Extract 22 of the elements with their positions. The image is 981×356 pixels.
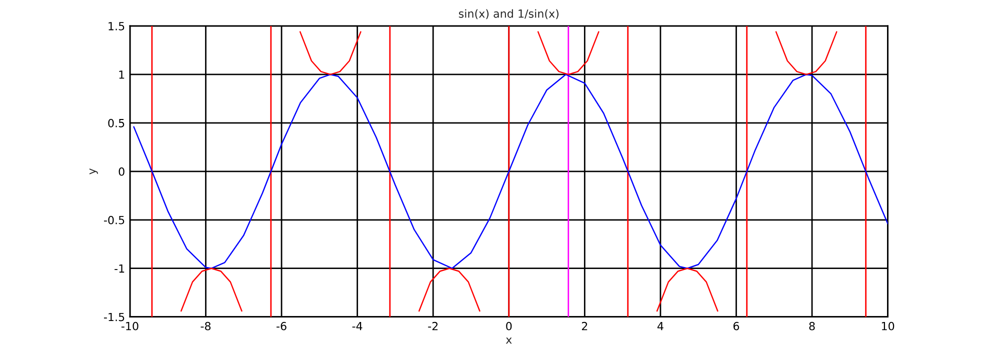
x-tick-label: -4 <box>352 322 362 330</box>
x-axis-title: x <box>506 338 512 344</box>
line-series <box>133 74 888 269</box>
y-tick-label: -1.5 <box>104 312 124 322</box>
x-tick-label: -2 <box>428 322 438 330</box>
x-tick-label: -8 <box>200 322 211 330</box>
x-tick-label: 6 <box>733 322 740 330</box>
x-tick-label: 10 <box>882 322 894 330</box>
y-tick-label: 1 <box>119 70 124 79</box>
y-axis-title: y <box>90 168 98 174</box>
x-tick-label: 0 <box>506 322 512 330</box>
y-tick-label: 1.5 <box>108 22 124 30</box>
x-tick-label: 4 <box>657 322 664 330</box>
x-tick-label: 2 <box>582 322 588 330</box>
x-tick-label: -10 <box>121 322 138 330</box>
y-tick-label: 0 <box>118 167 124 176</box>
chart-title: sin(x) and 1/sin(x) <box>458 9 558 20</box>
y-tick-label: 0.5 <box>108 118 124 128</box>
y-tick-label: -1 <box>114 264 124 273</box>
y-tick-label: -0.5 <box>104 216 124 224</box>
x-tick-label: -6 <box>276 322 286 330</box>
x-tick-label: 8 <box>809 322 815 330</box>
